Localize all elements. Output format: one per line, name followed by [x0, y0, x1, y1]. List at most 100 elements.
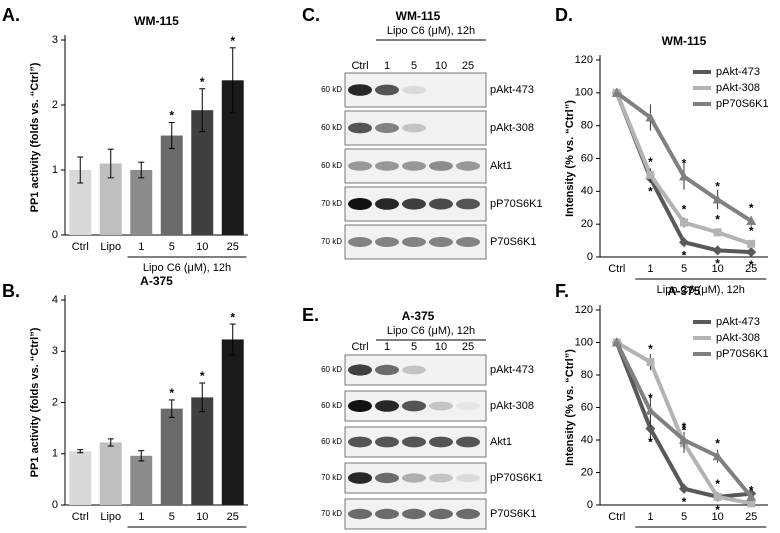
significance-star: *	[682, 248, 687, 262]
marker	[646, 358, 655, 366]
band	[429, 161, 453, 171]
lane-label: 1	[384, 341, 390, 353]
significance-star: *	[749, 484, 754, 498]
y-tick-label: 60	[581, 152, 593, 164]
row-label: pAkt-473	[490, 84, 534, 96]
marker	[746, 247, 757, 258]
bar	[160, 135, 183, 235]
x-group-label: Lipo C6 (μM), 12h	[143, 532, 231, 533]
marker	[712, 245, 723, 256]
blot-title: WM-115	[396, 9, 441, 23]
bar	[160, 408, 183, 505]
band	[402, 198, 426, 210]
marker	[645, 423, 656, 434]
band	[402, 237, 426, 247]
significance-star: *	[648, 342, 653, 356]
marker	[712, 451, 723, 461]
bar	[191, 110, 214, 235]
band	[348, 84, 372, 96]
y-tick-label: 0	[587, 499, 593, 511]
x-tick-label: 1	[647, 263, 653, 275]
x-tick-label: 5	[169, 511, 175, 523]
band	[429, 237, 453, 247]
marker	[712, 194, 723, 204]
marker	[679, 483, 689, 494]
significance-star: *	[715, 180, 720, 194]
x-tick-label: Ctrl	[72, 511, 89, 523]
x-tick-label: Ctrl	[608, 511, 625, 523]
significance-star: *	[648, 155, 653, 169]
lane-label: 1	[384, 60, 390, 72]
kd-label: 60 kD	[321, 365, 342, 374]
y-tick-label: 2	[52, 99, 58, 111]
chart-title: WM-115	[662, 34, 707, 48]
marker	[747, 239, 756, 248]
x-tick-label: 10	[196, 511, 208, 523]
y-tick-label: 0	[52, 229, 58, 241]
x-group-label: Lipo C6 (μM), 12h	[143, 262, 231, 274]
x-tick-label: 5	[681, 263, 687, 275]
band	[348, 508, 372, 520]
panel-label: B.	[2, 281, 20, 301]
chart-title: A-375	[668, 284, 701, 298]
band	[375, 123, 399, 133]
significance-star: *	[682, 157, 687, 171]
bar	[221, 80, 244, 235]
significance-star: *	[682, 423, 687, 437]
row-label: P70S6K1	[490, 508, 536, 520]
y-tick-label: 120	[575, 304, 593, 316]
kd-label: 70 kD	[321, 237, 342, 246]
marker	[646, 170, 655, 179]
panel-label: E.	[302, 305, 319, 325]
chart-title: A-375	[140, 274, 173, 288]
y-axis-label: PP1 activity (folds vs. “Ctrl”)	[29, 62, 41, 212]
marker	[746, 491, 757, 501]
significance-star: *	[682, 495, 687, 509]
lane-label: 10	[435, 60, 447, 72]
significance-star: *	[682, 420, 687, 434]
band	[429, 436, 453, 448]
band	[375, 198, 399, 210]
lane-label: Ctrl	[351, 60, 368, 72]
significance-star: *	[169, 386, 174, 400]
x-tick-label: Lipo	[100, 511, 121, 523]
legend-label: pP70S6K1	[716, 98, 769, 110]
significance-star: *	[169, 109, 174, 123]
y-tick-label: 0	[587, 251, 593, 263]
band	[456, 161, 480, 171]
marker	[611, 337, 622, 347]
row-label: pAkt-308	[490, 122, 534, 134]
blot-frame	[344, 148, 487, 184]
bar	[99, 163, 122, 235]
panel-label: A.	[2, 5, 20, 25]
band	[402, 508, 426, 520]
significance-star: *	[230, 34, 235, 48]
marker	[747, 499, 756, 508]
treatment-label: Lipo C6 (μM), 12h	[387, 325, 475, 337]
kd-label: 60 kD	[321, 85, 342, 94]
significance-star: *	[715, 436, 720, 450]
x-tick-label: 5	[169, 241, 175, 253]
band	[375, 161, 399, 171]
band	[402, 436, 426, 448]
significance-star: *	[682, 203, 687, 217]
band	[348, 198, 372, 210]
chart-title: WM-115	[134, 14, 179, 28]
marker	[611, 87, 622, 97]
band	[375, 436, 399, 448]
legend-label: pAkt-308	[716, 82, 760, 94]
band	[402, 123, 426, 133]
band	[348, 436, 372, 448]
y-tick-label: 20	[581, 466, 593, 478]
row-label: Akt1	[490, 160, 512, 172]
x-tick-label: 5	[681, 511, 687, 523]
marker	[679, 435, 689, 444]
bar	[130, 455, 153, 505]
bar	[99, 442, 122, 505]
significance-star: *	[200, 75, 205, 89]
y-tick-label: 100	[575, 336, 593, 348]
band	[375, 237, 399, 247]
lane-label: 5	[411, 341, 417, 353]
kd-label: 70 kD	[321, 509, 342, 518]
row-label: pAkt-473	[490, 364, 534, 376]
